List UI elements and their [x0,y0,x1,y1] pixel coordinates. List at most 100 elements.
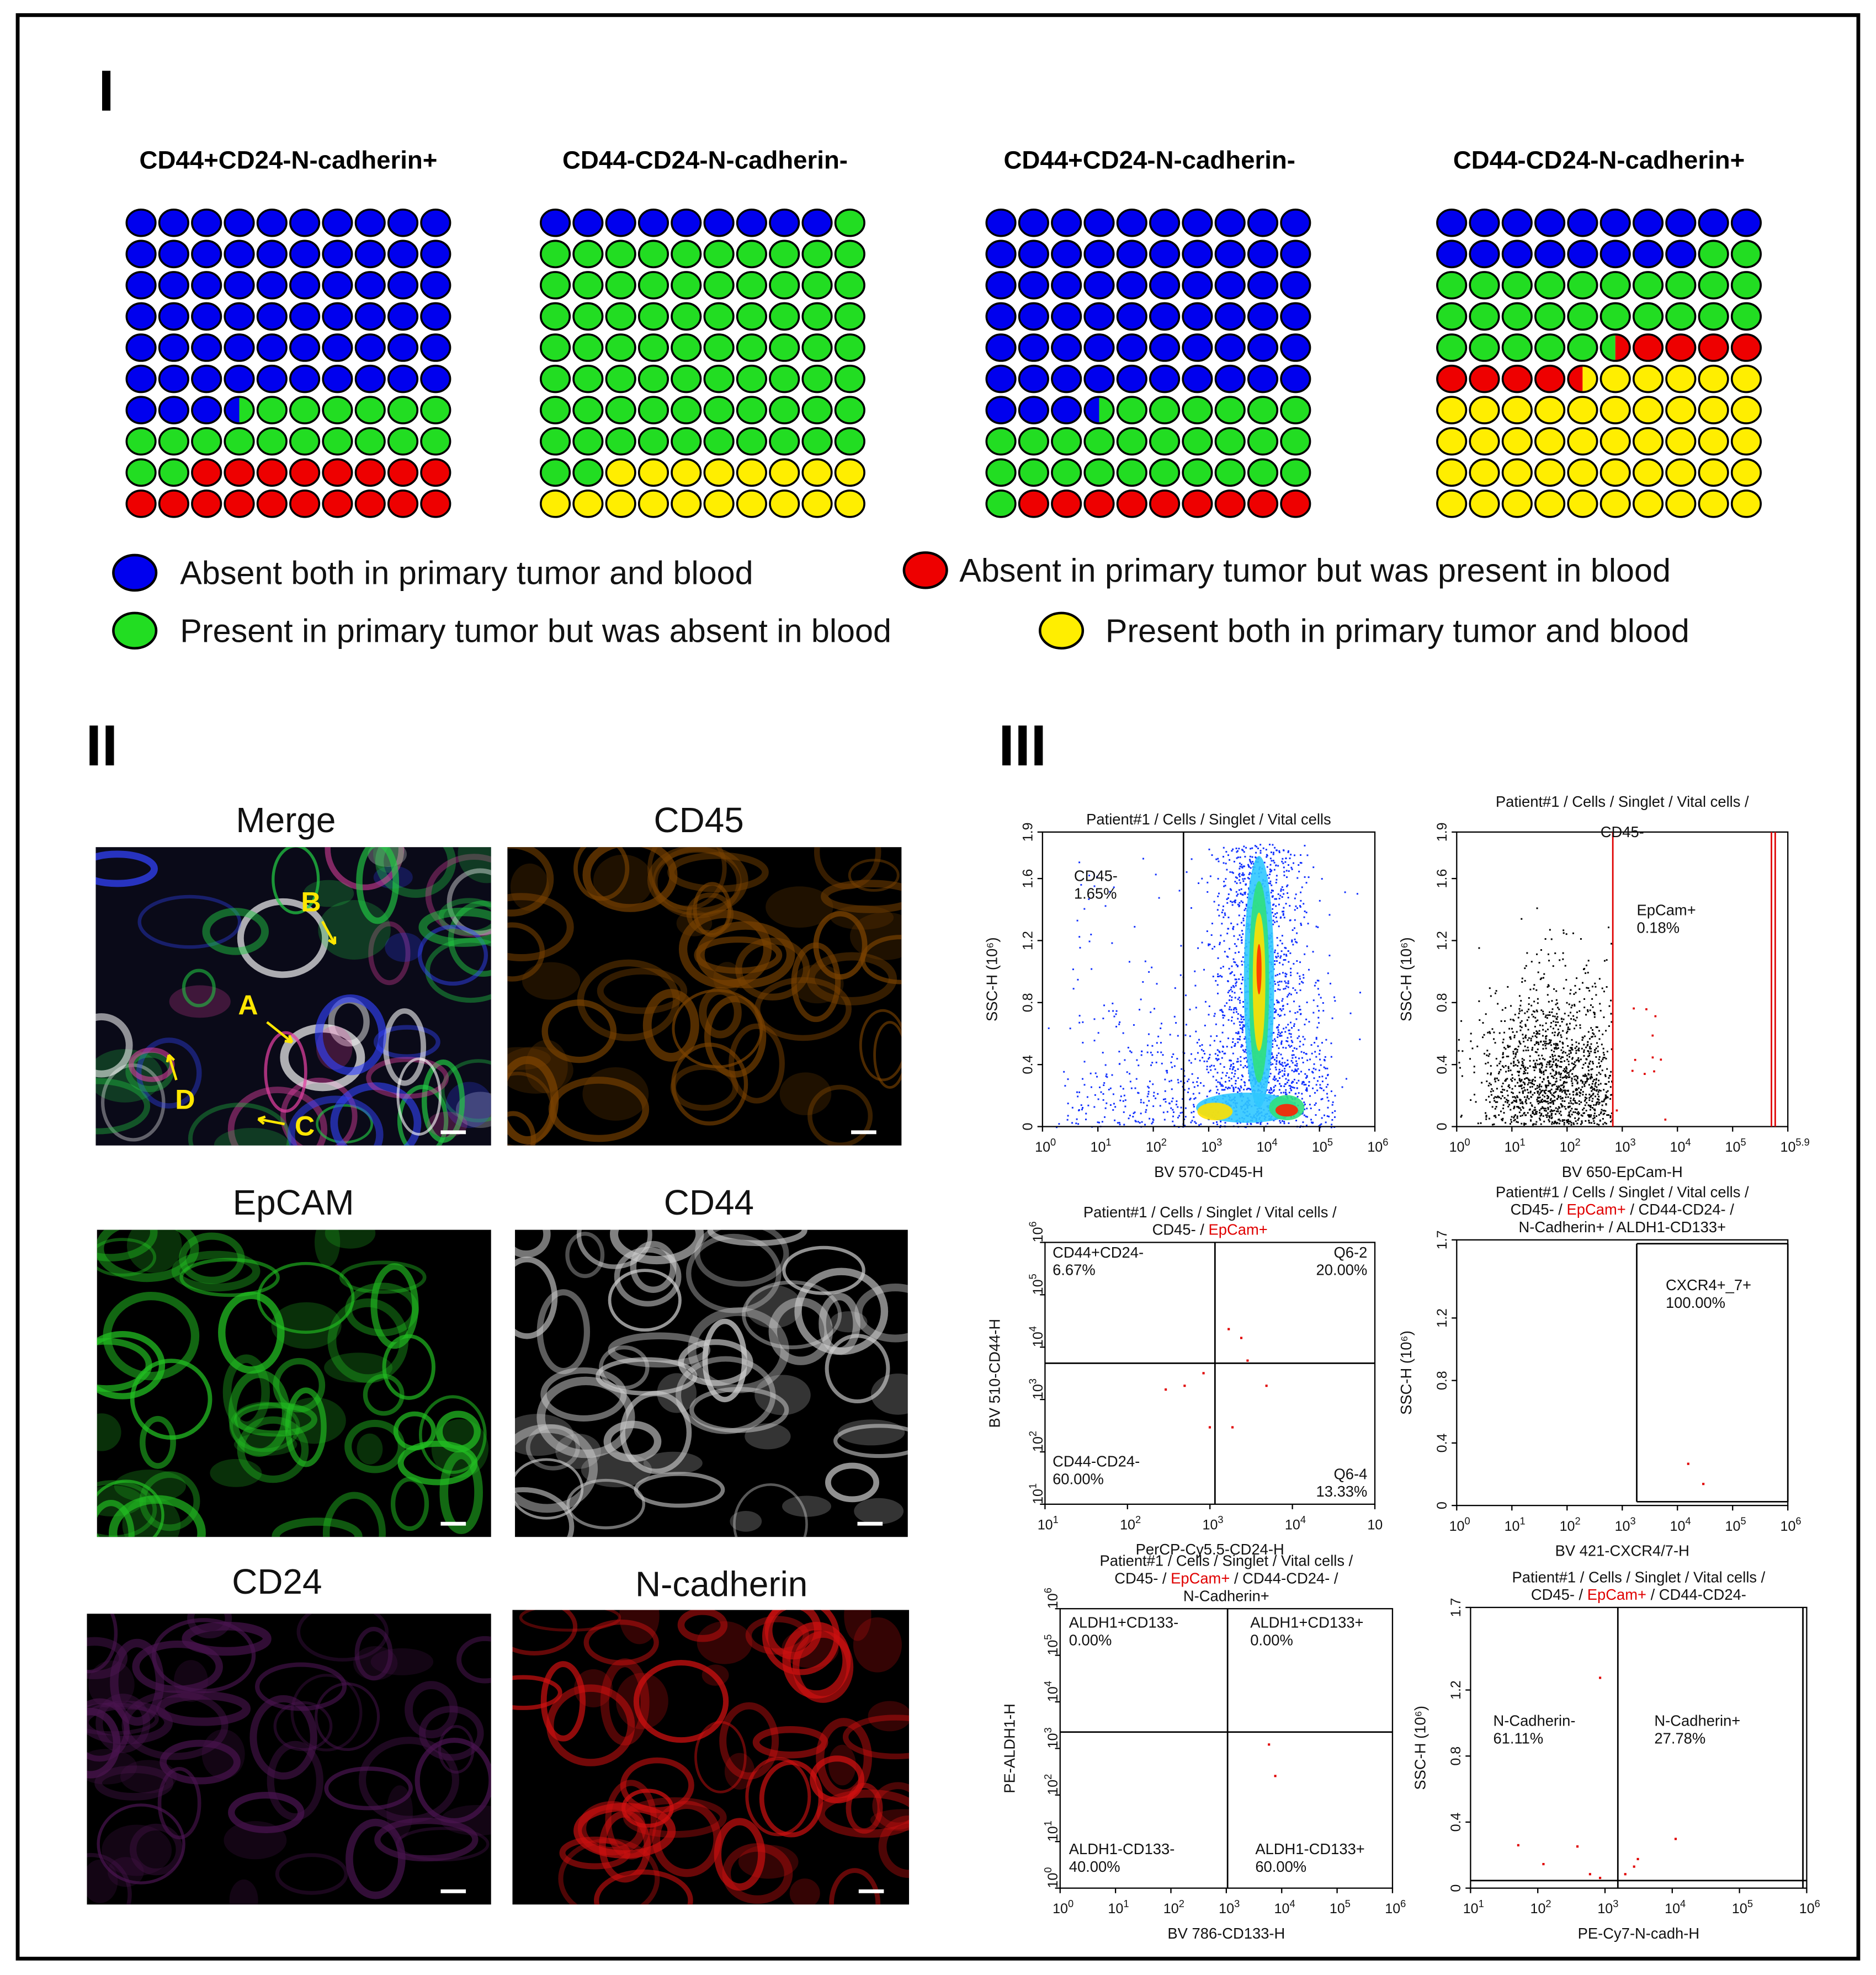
event [1331,1124,1333,1126]
tissue-blob [108,1495,206,1537]
event [1183,1082,1186,1084]
event [1603,1016,1605,1018]
waffle-cell [1567,427,1598,456]
tissue-blob [356,847,400,924]
event [1242,956,1244,958]
event [1284,987,1287,989]
image-marker: D [175,1084,195,1115]
event [1491,1106,1494,1108]
event [1285,954,1287,956]
event [1279,1063,1282,1065]
event [1243,877,1246,880]
tissue-fill [555,1434,601,1469]
event [1589,1060,1591,1062]
tissue-blob [438,1724,475,1774]
waffle-cell [985,364,1017,393]
tick-label: 104 [1257,1136,1278,1155]
event [1056,1126,1057,1128]
event [1502,1089,1504,1090]
event [1299,983,1301,985]
event [1532,1047,1534,1049]
event [1326,1096,1328,1099]
waffle-cell [1083,458,1115,487]
event [1151,1045,1154,1047]
tick-label: 0.4 [1021,1055,1036,1074]
event [1240,864,1242,866]
event [1242,880,1245,882]
event [1226,1002,1228,1004]
waffle-cell [539,489,571,518]
event [1587,1009,1588,1011]
event [1560,1114,1563,1116]
event [1591,1090,1593,1092]
waffle-cell [1051,239,1082,269]
event [1303,1081,1305,1083]
event [1545,1022,1547,1024]
micrograph-content [97,1229,489,1537]
event [1550,1022,1553,1024]
event [1269,1073,1272,1075]
event [1594,1085,1596,1087]
event [1206,930,1208,933]
waffle-cell [637,489,669,518]
waffle-cell [1665,271,1697,300]
event [1536,1111,1538,1113]
plot-title: CD45- / EpCam+ / CD44-CD24- / [1114,1570,1338,1587]
tissue-blob [678,909,772,989]
event [1514,1064,1517,1066]
event [1491,1028,1494,1030]
event [1326,1067,1328,1069]
event [1252,863,1255,865]
event [1279,1122,1282,1124]
event [1326,1093,1328,1095]
tissue-fill [510,863,549,911]
event [1602,1057,1604,1059]
event [1106,1076,1108,1078]
event [1103,1084,1105,1087]
event [1566,1068,1568,1070]
event [1104,1064,1107,1066]
tissue-fill [738,1845,799,1879]
event [1203,968,1205,971]
event [1535,1121,1538,1123]
event [1551,1094,1553,1096]
event [1302,1044,1304,1046]
event [1598,1038,1601,1040]
event [1507,986,1509,988]
event [1588,1116,1591,1118]
event [1533,1066,1535,1068]
event [1539,1058,1541,1060]
event [1230,1078,1232,1080]
event [1246,1061,1248,1063]
event [1496,1088,1498,1090]
plot-title: CD45- / EpCam+ / CD44-CD24- / [1511,1201,1735,1218]
event [1644,1073,1646,1075]
tissue-blob [507,893,574,961]
event [1523,1073,1524,1074]
event [1209,943,1211,945]
waffle-cell [354,271,386,300]
event [1278,1002,1280,1004]
waffle-cell [1149,239,1181,269]
event [1559,1095,1561,1098]
event [1208,1058,1210,1060]
event [1599,1073,1602,1076]
event [1293,1025,1295,1027]
waffle-cell [191,396,222,424]
event [1243,892,1246,894]
event [1599,1064,1602,1067]
event [1277,893,1279,895]
tissue-fill [303,880,354,907]
tissue-blob [345,1282,419,1337]
tissue-blob [694,1229,789,1287]
event [1545,1089,1547,1092]
event [1283,988,1285,990]
event [1531,1080,1533,1082]
waffle-cell [158,271,189,300]
event [1593,1104,1595,1106]
event [1550,1025,1552,1028]
event [1122,1100,1124,1102]
event [1283,911,1285,913]
event [1235,847,1237,849]
waffle-cell [1214,396,1246,424]
